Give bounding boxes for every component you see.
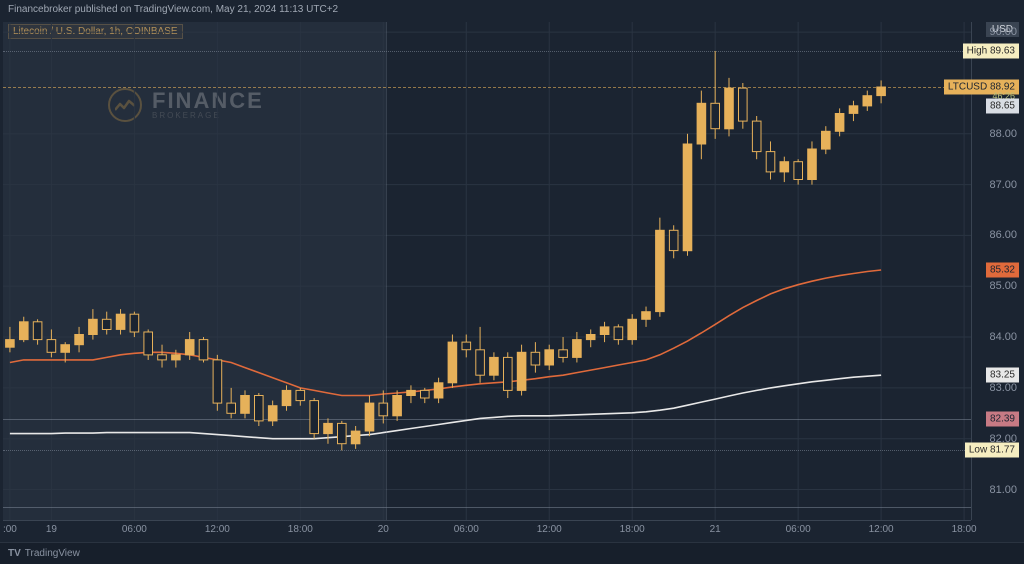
time-tick: 12:00: [869, 524, 894, 535]
price-tick: 85.00: [989, 280, 1017, 292]
price-tick: 88.00: [989, 128, 1017, 140]
time-tick: 06:00: [454, 524, 479, 535]
time-tick: 06:00: [786, 524, 811, 535]
footer-text: TradingView: [25, 548, 80, 559]
time-tick: 21: [710, 524, 721, 535]
price-tag: 82.39: [986, 411, 1019, 426]
time-tick: 06:00: [122, 524, 147, 535]
candlesticks: [3, 22, 971, 520]
price-tag: 83.25: [986, 368, 1019, 383]
session-separator: [386, 22, 387, 520]
price-tick: 83.00: [989, 382, 1017, 394]
price-tick: 90.00: [989, 26, 1017, 38]
time-tick: 12:00: [537, 524, 562, 535]
price-tag: 88.65: [986, 98, 1019, 113]
time-axis[interactable]: :00 19 06:00 12:00 18:00 20 06:00 12:00 18:00 21 0…: [3, 520, 971, 540]
price-tag: Low 81.77: [965, 443, 1019, 458]
time-tick: 12:00: [205, 524, 230, 535]
publish-header: Financebroker published on TradingView.c…: [0, 0, 1024, 20]
time-tick: 20: [378, 524, 389, 535]
time-tick: 18:00: [952, 524, 977, 535]
tradingview-logo-icon: TV: [8, 548, 21, 559]
price-axis[interactable]: USD 81.0082.0083.0084.0085.0086.0087.008…: [971, 22, 1021, 520]
time-tick: 19: [46, 524, 57, 535]
price-tag: 85.32: [986, 262, 1019, 277]
price-tag: High 89.63: [963, 43, 1019, 58]
price-tick: 86.00: [989, 229, 1017, 241]
chart-area[interactable]: [3, 22, 971, 520]
time-tick: :00: [3, 524, 17, 535]
footer: TV TradingView: [0, 542, 1024, 564]
chart-root: Financebroker published on TradingView.c…: [0, 0, 1024, 564]
price-tick: 84.00: [989, 331, 1017, 343]
price-tick: 81.00: [989, 484, 1017, 496]
time-tick: 18:00: [620, 524, 645, 535]
time-tick: 18:00: [288, 524, 313, 535]
price-tick: 87.00: [989, 179, 1017, 191]
